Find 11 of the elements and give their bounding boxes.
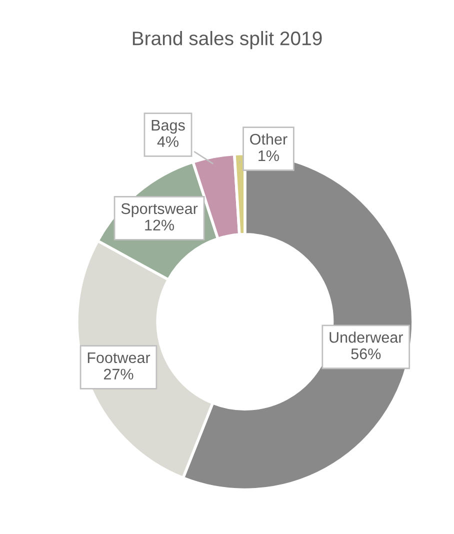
data-label: 27% xyxy=(104,368,134,380)
data-label: 1% xyxy=(258,150,279,162)
slice-label: Bags xyxy=(152,120,185,134)
slice-label: Underwear xyxy=(330,332,403,343)
data-label: 56% xyxy=(351,348,381,360)
data-label: 4% xyxy=(157,136,178,148)
slice-label: Other xyxy=(250,133,288,145)
slice-label: Footwear xyxy=(88,352,150,364)
slice-label: Sportswear xyxy=(121,203,198,218)
chart-title: Brand sales split 2019 xyxy=(132,30,322,50)
data-label: 12% xyxy=(145,220,174,230)
